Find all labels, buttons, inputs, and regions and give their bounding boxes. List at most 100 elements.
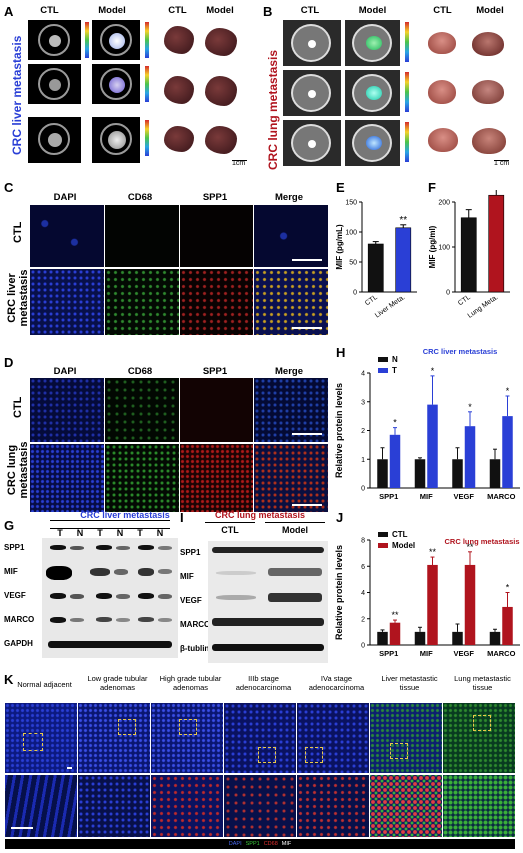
h-bar-vegf-t bbox=[464, 426, 476, 488]
d-header-merge: Merge bbox=[275, 366, 303, 377]
f-ytick-label-1: 100 bbox=[438, 245, 450, 252]
k-grid: Normal adjacent Low grade tubular adenom… bbox=[8, 674, 523, 850]
k-lung-high bbox=[443, 775, 515, 837]
i-label-mif: MIF bbox=[180, 572, 194, 581]
d-lung-dapi bbox=[30, 444, 104, 512]
j-xtick-0: SPP1 bbox=[379, 649, 398, 658]
d-ctl-spp1 bbox=[180, 378, 253, 442]
c-liver-dapi bbox=[30, 269, 104, 335]
a-liver-ctl-2 bbox=[164, 76, 194, 104]
j-ytick-label-3: 6 bbox=[361, 564, 365, 571]
d-header-dapi: DAPI bbox=[53, 366, 77, 377]
k-normal-high bbox=[5, 775, 77, 837]
g-label-spp1: SPP1 bbox=[4, 543, 25, 552]
h-bar-mif-t bbox=[427, 404, 438, 488]
a-ivis-ctl-1 bbox=[28, 20, 81, 60]
g-lane-2: N bbox=[76, 528, 84, 538]
e-bar-1 bbox=[395, 227, 412, 293]
h-ytick-label-3: 3 bbox=[361, 399, 365, 406]
g-title-rule bbox=[50, 520, 170, 521]
j-bar-spp1-ctl bbox=[377, 631, 388, 645]
k-iiib-low bbox=[224, 703, 296, 773]
c-liver-merge bbox=[254, 269, 328, 335]
f-xtick-1: Lung Meta. bbox=[467, 294, 500, 320]
k-legend-cd68: CD68 bbox=[263, 841, 278, 847]
h-sig-2: * bbox=[468, 402, 472, 412]
a-colorscale-3 bbox=[145, 66, 149, 102]
f-xtick-0: CTL bbox=[457, 294, 472, 307]
b-colorscale-2 bbox=[405, 72, 409, 112]
j-sig-2: ** bbox=[466, 542, 474, 552]
h-ytick-label-1: 1 bbox=[361, 457, 365, 464]
a-colorscale-2 bbox=[145, 22, 149, 58]
k-stage-5: IVa stage adenocarcinoma bbox=[308, 674, 365, 692]
a-ivis-model-3 bbox=[92, 117, 140, 163]
i-group-ctl: CTL bbox=[221, 525, 239, 535]
k-stage-7: Lung metastastic tissue bbox=[454, 674, 511, 692]
panel-label-j: J bbox=[336, 510, 344, 525]
d-header-spp1: SPP1 bbox=[202, 366, 228, 377]
panel-label-f: F bbox=[428, 180, 436, 195]
h-bar-marco-n bbox=[489, 459, 501, 488]
a-header-ctl-1: CTL bbox=[40, 5, 59, 16]
c-row-ctl: CTL bbox=[12, 221, 24, 243]
j-legend-swatch-1 bbox=[378, 543, 388, 548]
a-colorscale-4 bbox=[145, 120, 149, 156]
c-liver-spp1 bbox=[180, 269, 253, 335]
j-legend-swatch-0 bbox=[378, 532, 388, 537]
h-sig-3: * bbox=[506, 386, 510, 396]
panel-label-b: B bbox=[263, 4, 273, 19]
k-low-grade-high bbox=[78, 775, 150, 837]
panel-label-g: G bbox=[4, 518, 15, 533]
j-bar-mif-model bbox=[427, 564, 438, 645]
a-colorscale-1 bbox=[85, 22, 89, 58]
h-ylabel: Relative protein levels bbox=[334, 383, 344, 478]
h-bar-marco-t bbox=[502, 416, 513, 488]
c-header-merge: Merge bbox=[275, 192, 303, 203]
c-ctl-merge bbox=[254, 205, 328, 267]
i-title: CRC lung metastasis bbox=[214, 510, 306, 520]
g-label-mif: MIF bbox=[4, 567, 18, 576]
k-normal-low bbox=[5, 703, 77, 773]
b-header-ctl-2: CTL bbox=[433, 5, 452, 16]
h-legend-swatch-0 bbox=[378, 357, 388, 362]
g-lane-3: T bbox=[97, 528, 103, 538]
a-liver-model-3 bbox=[205, 126, 237, 154]
panel-label-c: C bbox=[4, 180, 14, 195]
k-iva-high bbox=[297, 775, 369, 837]
j-legend-label-0: CTL bbox=[392, 530, 408, 539]
c-ctl-spp1 bbox=[180, 205, 253, 267]
k-legend-mif: MIF bbox=[281, 841, 292, 847]
f-ylabel: MIF (pg/ml) bbox=[428, 225, 437, 268]
d-ctl-merge bbox=[254, 378, 328, 442]
a-ivis-model-2 bbox=[92, 64, 140, 104]
g-lane-5: T bbox=[137, 528, 143, 538]
i-label-vegf: VEGF bbox=[180, 596, 202, 605]
j-bar-vegf-ctl bbox=[452, 631, 463, 645]
f-bar-1 bbox=[488, 194, 505, 293]
i-label-tubulin: β-tublin bbox=[180, 644, 210, 653]
j-sig-3: * bbox=[506, 583, 510, 593]
panel-label-i: I bbox=[180, 510, 184, 525]
i-group-model: Model bbox=[282, 525, 308, 535]
h-xtick-2: VEGF bbox=[454, 492, 475, 501]
a-header-ctl-2: CTL bbox=[168, 5, 187, 16]
c-header-spp1: SPP1 bbox=[202, 192, 228, 203]
panel-label-a: A bbox=[4, 4, 14, 19]
f-ytick-label-0: 0 bbox=[446, 290, 450, 297]
j-xtick-2: VEGF bbox=[454, 649, 475, 658]
e-xtick-1: Liver Meta. bbox=[374, 294, 406, 320]
chart-h: 0 1 2 3 4 Relative protein levels * SPP1 * MIF * VE… bbox=[334, 347, 520, 501]
h-bar-spp1-n bbox=[377, 459, 388, 488]
b-ivis-ctl-2 bbox=[283, 70, 341, 116]
j-bar-mif-ctl bbox=[414, 631, 426, 645]
j-xtick-3: MARCO bbox=[487, 649, 515, 658]
panel-label-e: E bbox=[336, 180, 345, 195]
a-liver-ctl-3 bbox=[164, 126, 194, 152]
i-ctl-rule bbox=[205, 522, 255, 523]
k-legend-dapi: DAPI bbox=[228, 841, 242, 847]
k-legend: DAPI SPP1 CD68 MIF bbox=[5, 839, 515, 849]
g-lanes: T N T N T N bbox=[50, 528, 170, 538]
i-label-spp1: SPP1 bbox=[180, 548, 201, 557]
k-high-grade-high bbox=[151, 775, 223, 837]
